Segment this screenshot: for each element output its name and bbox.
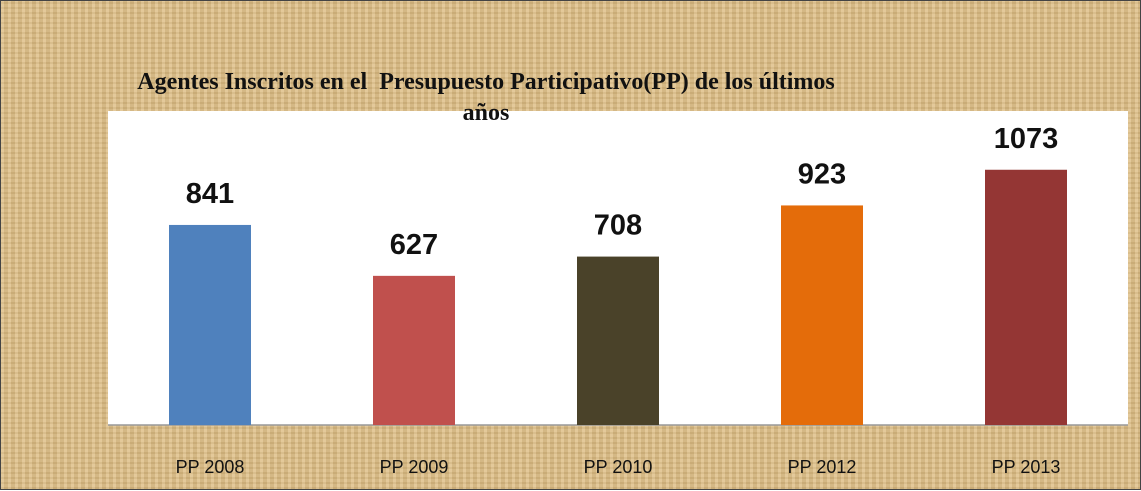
data-label: 708 xyxy=(594,210,642,242)
bar xyxy=(781,205,863,425)
x-tick-label: PP 2010 xyxy=(584,457,653,477)
bar xyxy=(985,169,1067,425)
data-label: 841 xyxy=(186,178,234,210)
x-tick-label: PP 2013 xyxy=(992,457,1061,477)
x-tick-label: PP 2009 xyxy=(380,457,449,477)
bar xyxy=(373,275,455,425)
x-tick-label: PP 2008 xyxy=(176,457,245,477)
chart-title: Agentes Inscritos en el Presupuesto Part… xyxy=(137,69,841,126)
data-label: 1073 xyxy=(994,123,1059,155)
bar xyxy=(577,256,659,425)
data-label: 923 xyxy=(798,158,846,190)
x-tick-label: PP 2012 xyxy=(788,457,857,477)
bar xyxy=(169,224,251,425)
data-label: 627 xyxy=(390,229,438,261)
